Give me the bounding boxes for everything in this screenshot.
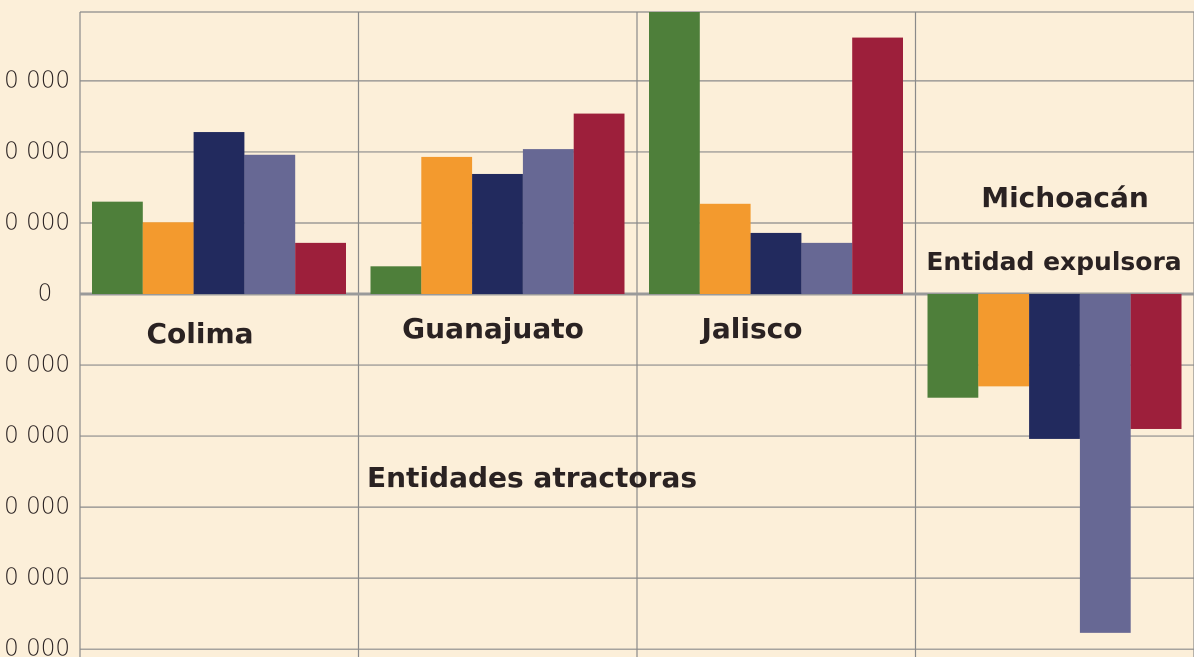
y-tick-label: 0 000: [4, 636, 70, 657]
bar: [649, 12, 700, 295]
y-tick-label: 0 000: [4, 138, 70, 164]
bar: [801, 242, 853, 295]
bar: [244, 154, 296, 295]
bar: [978, 294, 1030, 387]
y-tick-label: 0 000: [4, 67, 70, 93]
bar: [421, 156, 473, 295]
annotation: Entidad expulsora: [926, 247, 1181, 276]
bar: [1029, 294, 1080, 439]
bar: [1130, 294, 1182, 429]
bar: [699, 203, 751, 295]
y-tick-label: 0: [38, 281, 53, 307]
annotation: Entidades atractoras: [367, 461, 697, 494]
bar: [750, 232, 802, 295]
category-label: Guanajuato: [402, 312, 584, 345]
y-tick-label: 0 000: [4, 565, 70, 591]
category-label: Colima: [146, 317, 253, 350]
bar: [370, 266, 422, 295]
category-label: Michoacán: [981, 181, 1149, 214]
category-label: Jalisco: [699, 312, 802, 345]
bar: [522, 149, 574, 295]
bar: [92, 201, 143, 295]
bar: [573, 113, 625, 295]
y-tick-label: 0 000: [4, 423, 70, 449]
bar: [142, 222, 194, 295]
bar: [1079, 294, 1131, 633]
bar: [472, 173, 523, 295]
bar: [295, 242, 346, 295]
y-tick-label: 0 000: [4, 209, 70, 235]
y-tick-label: 0 000: [4, 494, 70, 520]
bar: [193, 132, 245, 295]
bar: [927, 294, 979, 398]
bar: [852, 37, 903, 295]
y-tick-label: 0 000: [4, 352, 70, 378]
